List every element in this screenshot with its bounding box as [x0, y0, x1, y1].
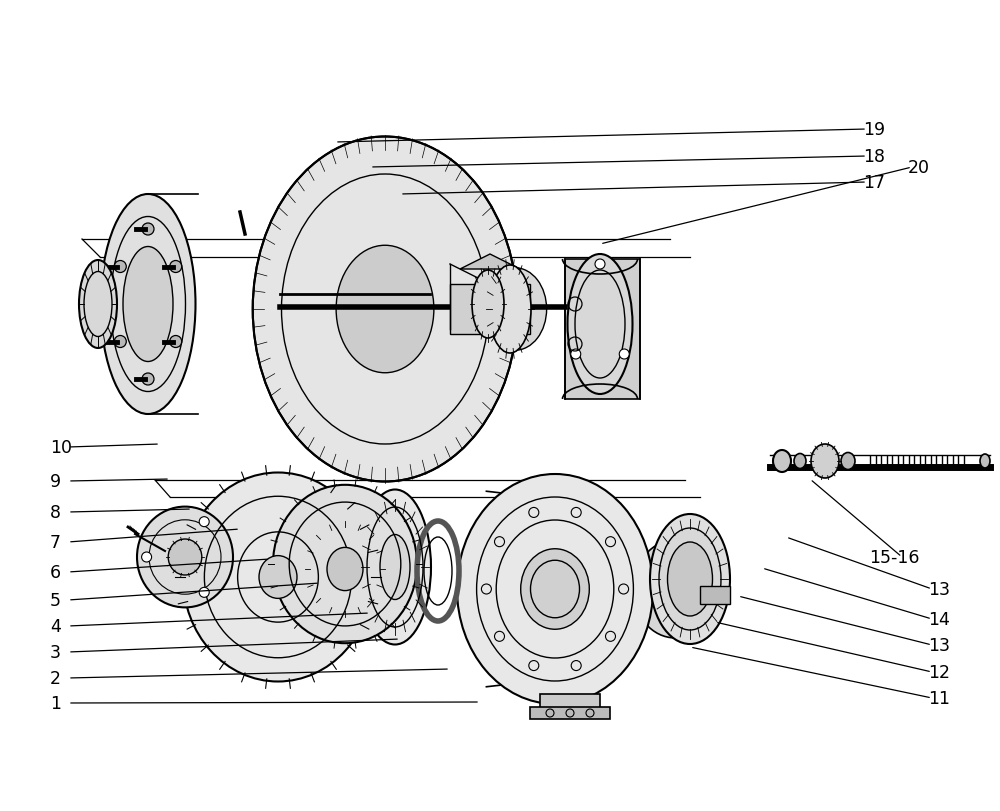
Ellipse shape [980, 454, 990, 469]
Ellipse shape [811, 444, 839, 478]
Circle shape [571, 350, 581, 359]
Text: 20: 20 [908, 159, 930, 177]
Ellipse shape [633, 540, 717, 638]
Ellipse shape [259, 556, 297, 599]
Circle shape [142, 374, 154, 385]
Text: 19: 19 [863, 121, 885, 139]
Circle shape [170, 336, 182, 348]
Ellipse shape [472, 271, 504, 338]
Text: 9: 9 [50, 473, 61, 491]
Ellipse shape [79, 260, 117, 349]
Ellipse shape [650, 514, 730, 644]
Ellipse shape [168, 539, 202, 575]
Ellipse shape [483, 268, 547, 351]
Polygon shape [540, 694, 600, 714]
Text: 2: 2 [50, 669, 61, 687]
Text: 4: 4 [50, 617, 61, 635]
Circle shape [142, 552, 152, 562]
Text: 8: 8 [50, 504, 61, 521]
Text: 11: 11 [928, 689, 950, 707]
Polygon shape [700, 586, 730, 604]
Ellipse shape [183, 473, 373, 682]
Circle shape [199, 588, 209, 598]
Ellipse shape [331, 548, 359, 581]
Ellipse shape [489, 266, 531, 354]
Ellipse shape [521, 549, 589, 629]
Polygon shape [565, 260, 640, 400]
Circle shape [595, 260, 605, 270]
Text: 18: 18 [863, 148, 885, 165]
Ellipse shape [253, 137, 517, 482]
Text: 14: 14 [928, 610, 950, 629]
Text: 15-16: 15-16 [870, 548, 920, 566]
Ellipse shape [659, 528, 721, 630]
Ellipse shape [100, 195, 196, 414]
Ellipse shape [773, 450, 791, 473]
Ellipse shape [568, 255, 633, 394]
Polygon shape [450, 285, 530, 335]
Text: 10: 10 [50, 439, 72, 457]
Text: 13: 13 [928, 581, 950, 599]
Circle shape [199, 517, 209, 527]
Circle shape [114, 336, 126, 348]
Polygon shape [530, 707, 610, 719]
Circle shape [170, 261, 182, 273]
Ellipse shape [380, 534, 410, 600]
Circle shape [114, 261, 126, 273]
Ellipse shape [123, 247, 173, 362]
Circle shape [619, 350, 629, 359]
Text: 12: 12 [928, 663, 950, 681]
Text: 6: 6 [50, 564, 61, 581]
Ellipse shape [336, 246, 434, 373]
Text: 17: 17 [863, 174, 885, 191]
Ellipse shape [273, 485, 417, 643]
Circle shape [142, 224, 154, 236]
Ellipse shape [359, 490, 431, 645]
Ellipse shape [794, 454, 806, 469]
Ellipse shape [327, 547, 363, 591]
Polygon shape [460, 255, 520, 270]
Ellipse shape [457, 474, 653, 704]
Text: 7: 7 [50, 534, 61, 551]
Text: 13: 13 [928, 636, 950, 654]
Ellipse shape [137, 507, 233, 607]
Text: 1: 1 [50, 694, 61, 712]
Text: 3: 3 [50, 643, 61, 661]
Ellipse shape [668, 543, 712, 616]
Text: 5: 5 [50, 591, 61, 609]
Ellipse shape [841, 453, 855, 470]
